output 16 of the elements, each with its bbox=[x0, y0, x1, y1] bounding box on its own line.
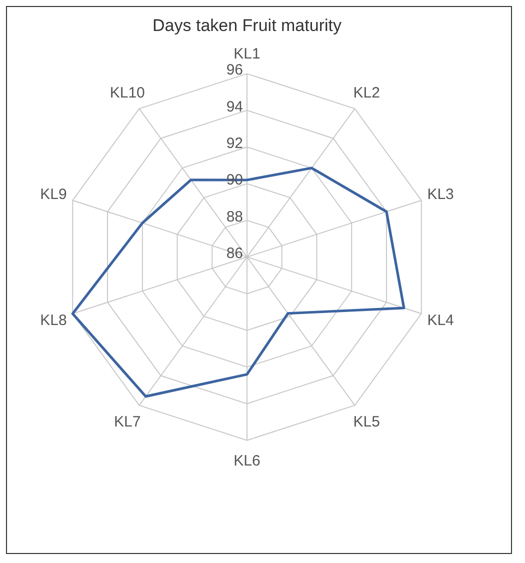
spoke-label: KL1 bbox=[234, 46, 260, 62]
y-tick-label: 88 bbox=[226, 208, 243, 226]
chart-title: Days taken Fruit maturity bbox=[152, 16, 342, 35]
spoke-label: KL10 bbox=[110, 84, 145, 102]
y-tick-label: 96 bbox=[226, 62, 243, 79]
spoke-label: KL8 bbox=[40, 312, 67, 329]
spoke-label: KL4 bbox=[427, 312, 454, 329]
y-tick-label: 94 bbox=[226, 98, 243, 116]
spoke-label: KL6 bbox=[234, 452, 260, 470]
y-tick-label: 92 bbox=[226, 135, 243, 152]
spoke-label: KL5 bbox=[353, 414, 380, 431]
spoke-label: KL7 bbox=[114, 414, 141, 431]
spoke-label: KL9 bbox=[40, 186, 67, 204]
spoke-label: KL2 bbox=[353, 84, 380, 102]
y-tick-label: 86 bbox=[226, 245, 243, 262]
spoke-label: KL3 bbox=[427, 186, 454, 204]
